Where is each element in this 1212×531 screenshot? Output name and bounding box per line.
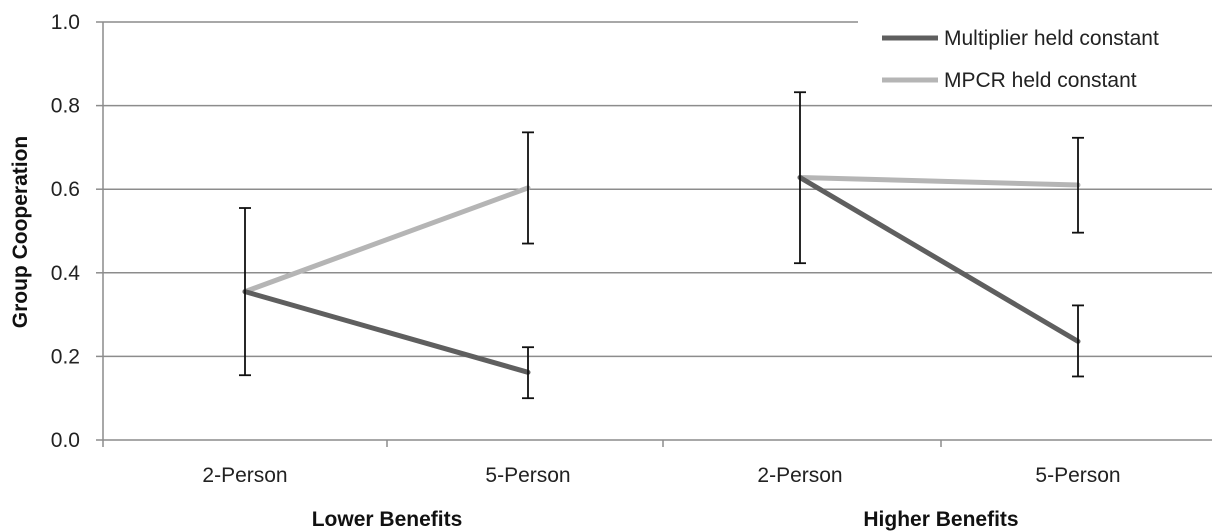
legend-label: Multiplier held constant (944, 27, 1159, 50)
y-tick-label: 0.0 (51, 429, 80, 452)
y-tick-label: 1.0 (51, 11, 80, 34)
y-tick-label: 0.6 (51, 178, 80, 201)
panel-titles: Lower Benefits Higher Benefits (312, 508, 1019, 531)
x-tick-labels: 2-Person 5-Person 2-Person 5-Person (202, 464, 1120, 487)
y-tick-label: 0.4 (51, 262, 81, 285)
legend-label: MPCR held constant (944, 69, 1137, 92)
series-line (242, 185, 531, 295)
gridlines (103, 21, 1212, 358)
series-line (797, 175, 1081, 188)
panel-title: Higher Benefits (863, 508, 1018, 531)
x-tick-label: 5-Person (485, 464, 570, 487)
series-line (797, 175, 1081, 344)
x-tick-label: 2-Person (202, 464, 287, 487)
panel-title: Lower Benefits (312, 508, 463, 531)
error-bars (239, 91, 1084, 400)
axes (96, 21, 1212, 447)
legend: Multiplier held constant MPCR held consta… (882, 27, 1159, 92)
series-line (242, 289, 531, 375)
x-tick-label: 2-Person (757, 464, 842, 487)
y-tick-label: 0.2 (51, 345, 80, 368)
y-tick-labels: 0.0 0.2 0.4 0.6 0.8 1.0 (51, 11, 81, 452)
y-tick-label: 0.8 (51, 95, 80, 118)
y-axis-title: Group Cooperation (9, 136, 32, 329)
series-lines (242, 175, 1081, 375)
x-tick-label: 5-Person (1035, 464, 1120, 487)
